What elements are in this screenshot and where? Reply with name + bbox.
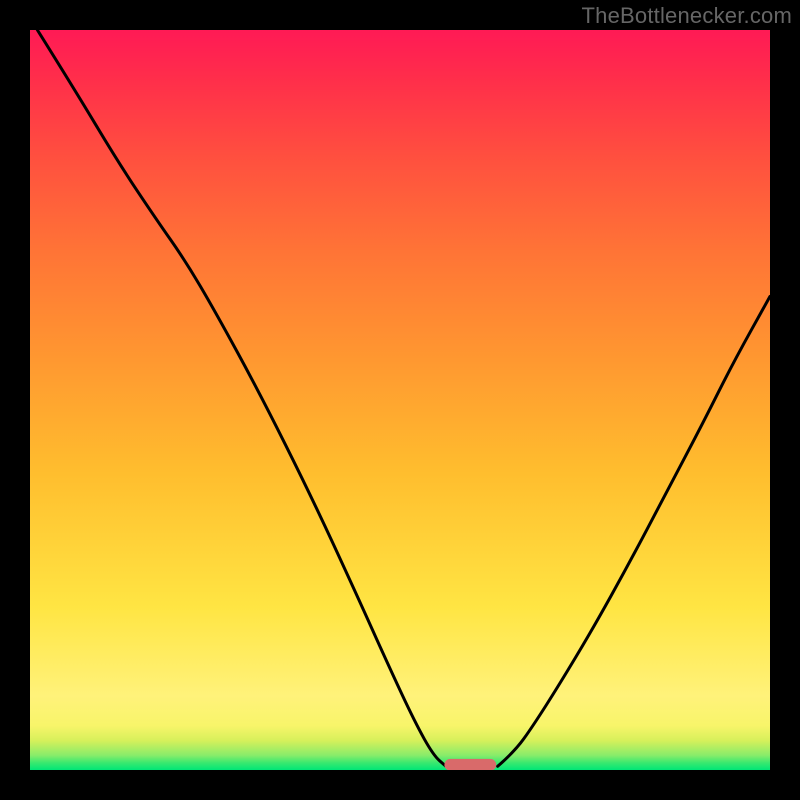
right-curve <box>498 296 770 766</box>
attribution-text: TheBottlenecker.com <box>582 3 792 29</box>
left-curve <box>37 30 445 766</box>
bottleneck-gradient-plot <box>30 30 770 770</box>
optimum-marker <box>444 759 496 770</box>
chart-frame: TheBottlenecker.com <box>0 0 800 800</box>
plot-svg <box>30 30 770 770</box>
